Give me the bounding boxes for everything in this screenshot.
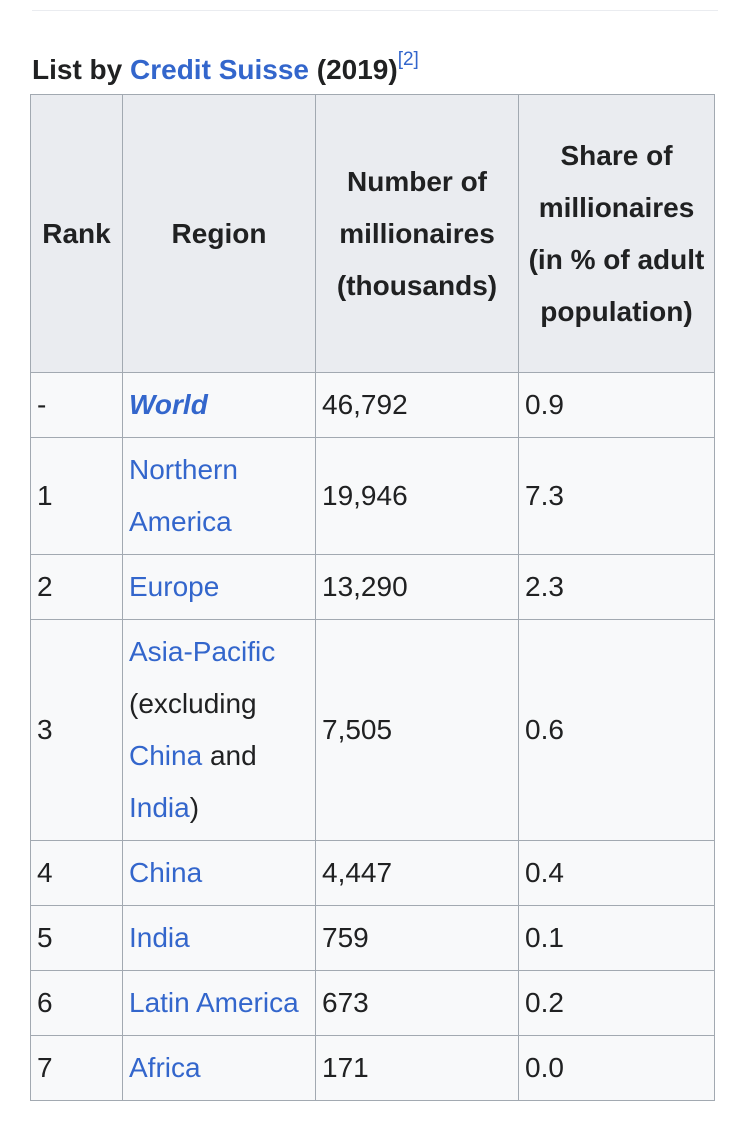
region-cell: World bbox=[122, 372, 316, 438]
region-cell: India bbox=[122, 905, 316, 971]
rank-cell: 6 bbox=[30, 970, 123, 1036]
caption-prefix: List by bbox=[32, 54, 131, 85]
rank-cell: 3 bbox=[30, 619, 123, 841]
credit-suisse-link[interactable]: Credit Suisse bbox=[130, 54, 309, 85]
region-link-world[interactable]: World bbox=[129, 389, 208, 420]
share-cell: 2.3 bbox=[518, 554, 715, 620]
table-row: 2 Europe 13,290 2.3 bbox=[30, 554, 715, 620]
region-cell: Northern America bbox=[122, 437, 316, 555]
region-link-latin-america[interactable]: Latin America bbox=[129, 987, 299, 1018]
region-cell: China bbox=[122, 840, 316, 906]
number-cell: 46,792 bbox=[315, 372, 519, 438]
millionaires-table: Rank Region Number of millionaires (thou… bbox=[30, 94, 715, 1101]
region-link-africa[interactable]: Africa bbox=[129, 1052, 201, 1083]
header-row: Rank Region Number of millionaires (thou… bbox=[30, 94, 715, 373]
table-row: 3 Asia-Pacific (excluding China and Indi… bbox=[30, 619, 715, 841]
region-text: (excluding bbox=[129, 688, 257, 719]
number-cell: 4,447 bbox=[315, 840, 519, 906]
region-link-india[interactable]: India bbox=[129, 922, 190, 953]
region-link-europe[interactable]: Europe bbox=[129, 571, 220, 602]
share-cell: 0.0 bbox=[518, 1035, 715, 1101]
number-cell: 7,505 bbox=[315, 619, 519, 841]
region-text: and bbox=[202, 740, 257, 771]
share-cell: 0.6 bbox=[518, 619, 715, 841]
header-region[interactable]: Region bbox=[122, 94, 316, 373]
reference-link[interactable]: [2] bbox=[397, 48, 419, 70]
header-rank[interactable]: Rank bbox=[30, 94, 123, 373]
number-cell: 171 bbox=[315, 1035, 519, 1101]
share-cell: 0.9 bbox=[518, 372, 715, 438]
rank-cell: 2 bbox=[30, 554, 123, 620]
region-link-china[interactable]: China bbox=[129, 740, 203, 771]
rank-cell: - bbox=[30, 372, 123, 438]
region-text: ) bbox=[189, 792, 200, 823]
number-cell: 13,290 bbox=[315, 554, 519, 620]
number-cell: 759 bbox=[315, 905, 519, 971]
region-cell: Africa bbox=[122, 1035, 316, 1101]
rank-cell: 5 bbox=[30, 905, 123, 971]
top-divider bbox=[32, 10, 718, 11]
region-link-china[interactable]: China bbox=[129, 857, 203, 888]
region-link-india[interactable]: India bbox=[129, 792, 190, 823]
share-cell: 0.1 bbox=[518, 905, 715, 971]
table-row: - World 46,792 0.9 bbox=[30, 372, 715, 438]
region-cell: Asia-Pacific (excluding China and India) bbox=[122, 619, 316, 841]
table-row: 5 India 759 0.1 bbox=[30, 905, 715, 971]
header-number[interactable]: Number of millionaires (thousands) bbox=[315, 94, 519, 373]
rank-cell: 4 bbox=[30, 840, 123, 906]
table-row: 7 Africa 171 0.0 bbox=[30, 1035, 715, 1101]
header-share[interactable]: Share of millionaires (in % of adult pop… bbox=[518, 94, 715, 373]
region-cell: Latin America bbox=[122, 970, 316, 1036]
share-cell: 0.2 bbox=[518, 970, 715, 1036]
rank-cell: 7 bbox=[30, 1035, 123, 1101]
region-link-asia-pacific[interactable]: Asia-Pacific bbox=[129, 636, 276, 667]
region-link-northern-america[interactable]: Northern America bbox=[129, 454, 238, 537]
table-row: 6 Latin America 673 0.2 bbox=[30, 970, 715, 1036]
region-cell: Europe bbox=[122, 554, 316, 620]
caption-year: (2019) bbox=[308, 54, 398, 85]
number-cell: 19,946 bbox=[315, 437, 519, 555]
share-cell: 0.4 bbox=[518, 840, 715, 906]
table-caption: List by Credit Suisse (2019)[2] bbox=[32, 50, 419, 90]
table-row: 1 Northern America 19,946 7.3 bbox=[30, 437, 715, 555]
table-row: 4 China 4,447 0.4 bbox=[30, 840, 715, 906]
rank-cell: 1 bbox=[30, 437, 123, 555]
share-cell: 7.3 bbox=[518, 437, 715, 555]
number-cell: 673 bbox=[315, 970, 519, 1036]
